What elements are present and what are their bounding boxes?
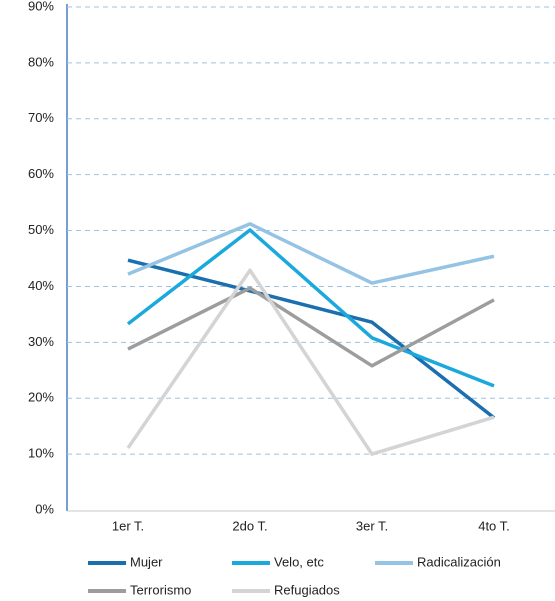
y-tick-label: 0% bbox=[35, 501, 54, 516]
legend-label: Radicalización bbox=[417, 554, 501, 569]
y-tick-label: 70% bbox=[28, 110, 54, 125]
legend-label: Refugiados bbox=[274, 582, 340, 597]
legend-label: Terrorismo bbox=[130, 582, 191, 597]
x-tick-label: 4to T. bbox=[478, 518, 510, 533]
y-tick-label: 10% bbox=[28, 446, 54, 461]
series-line bbox=[127, 286, 495, 368]
x-tick-label: 3er T. bbox=[356, 518, 388, 533]
y-tick-label: 30% bbox=[28, 334, 54, 349]
y-tick-label: 20% bbox=[28, 390, 54, 405]
y-tick-label: 40% bbox=[28, 278, 54, 293]
x-tick-label: 1er T. bbox=[112, 518, 144, 533]
y-tick-label: 60% bbox=[28, 166, 54, 181]
y-tick-label: 80% bbox=[28, 54, 54, 69]
legend-label: Mujer bbox=[130, 554, 163, 569]
y-tick-label: 90% bbox=[28, 0, 54, 13]
legend-label: Velo, etc bbox=[274, 554, 324, 569]
x-tick-label: 2do T. bbox=[232, 518, 267, 533]
y-tick-label: 50% bbox=[28, 222, 54, 237]
series-line bbox=[126, 228, 495, 388]
series-line bbox=[126, 268, 495, 456]
series-line bbox=[127, 222, 495, 285]
